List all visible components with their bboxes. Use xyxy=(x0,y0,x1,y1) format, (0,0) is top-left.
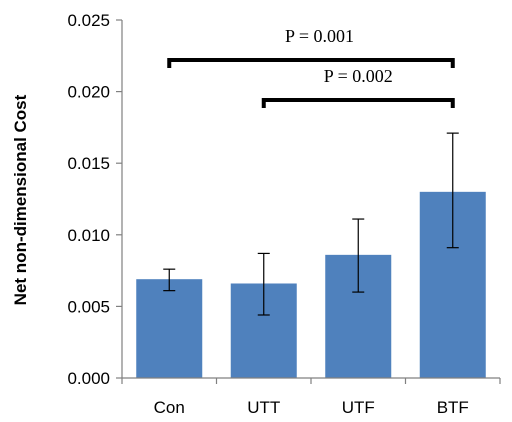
x-tick-label: BTF xyxy=(437,398,469,417)
significance-bracket xyxy=(261,98,455,108)
y-tick-label: 0.000 xyxy=(67,369,110,388)
bar-con xyxy=(136,279,203,378)
y-tick-label: 0.025 xyxy=(67,11,110,30)
x-tick-label: UTT xyxy=(247,398,280,417)
y-tick-label: 0.020 xyxy=(67,83,110,102)
y-tick-label: 0.010 xyxy=(67,226,110,245)
p-value-label: P = 0.001 xyxy=(285,26,354,46)
y-tick-label: 0.015 xyxy=(67,154,110,173)
x-tick-label: UTF xyxy=(342,398,375,417)
x-tick-label: Con xyxy=(154,398,185,417)
p-value-label: P = 0.002 xyxy=(324,66,393,86)
y-tick-label: 0.005 xyxy=(67,297,110,316)
y-axis-label: Net non-dimensional Cost xyxy=(11,94,30,305)
significance-bracket xyxy=(167,58,455,68)
